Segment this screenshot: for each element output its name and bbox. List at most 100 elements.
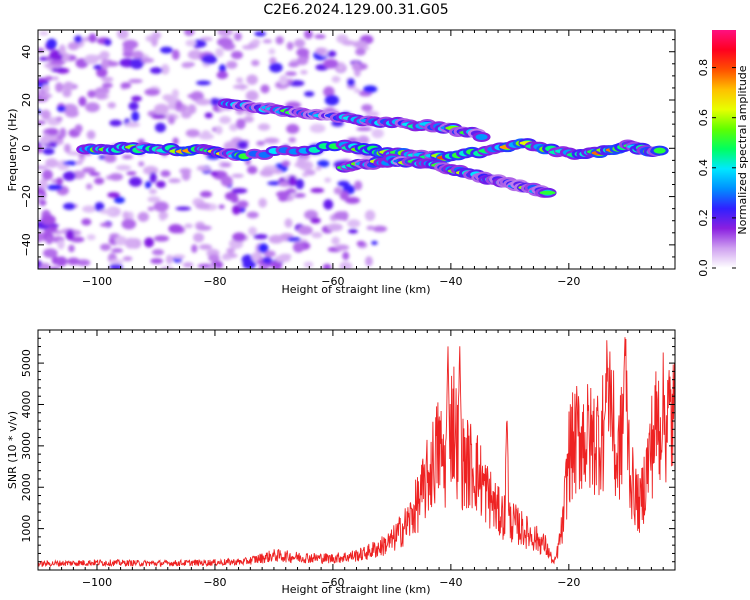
heatmap-noise-blob: [259, 169, 274, 177]
colorbar-ticks: 0.0 0.2 0.4 0.6 0.8: [697, 59, 736, 277]
heatmap-noise-blob: [303, 261, 314, 268]
heatmap-noise-blob: [122, 39, 139, 50]
snr-x-axis: −100 −80 −60 −40 −20: [37, 330, 676, 589]
heatmap-noise-blob: [297, 225, 313, 235]
heatmap-noise-blob: [99, 222, 112, 227]
heatmap-noise-blob: [210, 170, 219, 177]
heatmap-noise-blob: [49, 60, 66, 66]
heatmap-noise-blob: [154, 122, 166, 133]
heatmap-noise-blob: [143, 165, 159, 175]
heatmap-panel: −100 −80 −60 −40 −20 −40 −20 0 20 40 Height of s…: [6, 29, 676, 296]
heatmap-noise-blob: [122, 210, 130, 220]
heatmap-noise-blob: [232, 204, 241, 215]
heatmap-noise-blob: [237, 200, 249, 209]
y-tick-label: 3000: [20, 432, 33, 460]
heatmap-noise-blob: [251, 252, 261, 262]
heatmap-noise-blob: [100, 243, 111, 251]
heatmap-noise-blob: [162, 94, 174, 101]
heatmap-noise-blob: [126, 171, 137, 176]
heatmap-noise-blob: [140, 57, 155, 63]
heatmap-noise-blob: [128, 176, 143, 187]
heatmap-noise-blob: [76, 259, 91, 267]
heatmap-noise-blob: [94, 201, 105, 212]
snr-y-label: SNR (10 * v/v): [6, 411, 19, 489]
heatmap-noise-blob: [257, 123, 271, 131]
heatmap-noise-blob: [175, 206, 192, 211]
heatmap-noise-blob: [38, 120, 46, 125]
heatmap-noise-blob: [68, 244, 75, 253]
heatmap-noise-blob: [278, 181, 292, 187]
heatmap-noise-blob: [315, 166, 322, 171]
heatmap-noise-blob: [40, 214, 56, 226]
colorbar-tick-label: 0.4: [697, 159, 710, 177]
heatmap-noise-blob: [128, 78, 143, 84]
heatmap-noise-blob: [258, 264, 269, 269]
heatmap-noise-blob: [62, 160, 79, 166]
heatmap-noise-blob: [258, 197, 267, 208]
heatmap-noise-blob: [268, 234, 284, 244]
heatmap-noise-blob: [309, 123, 326, 134]
heatmap-noise-blob: [171, 89, 179, 99]
heatmap-noise-blob: [49, 226, 58, 233]
y-tick-label: 0: [20, 145, 33, 152]
heatmap-noise-blob: [74, 35, 83, 44]
heatmap-noise-blob: [284, 218, 293, 228]
heatmap-noise-blob: [294, 38, 306, 48]
heatmap-noise-blob: [185, 129, 200, 138]
heatmap-noise-blob: [107, 192, 120, 198]
heatmap-noise-blob: [185, 39, 197, 47]
heatmap-noise-blob: [233, 32, 242, 41]
heatmap-noise-blob: [365, 256, 373, 267]
heatmap-noise-blob: [148, 188, 157, 195]
heatmap-noise-blob: [42, 169, 53, 181]
heatmap-noise-blob: [267, 181, 283, 186]
heatmap-noise-blob: [333, 186, 343, 195]
heatmap-noise-blob: [221, 255, 232, 261]
heatmap-noise-blob: [268, 48, 276, 55]
heatmap-noise-blob: [52, 76, 59, 81]
heatmap-noise-blob: [105, 61, 119, 67]
heatmap-noise-blob: [55, 82, 64, 93]
heatmap-noise-blob: [348, 228, 358, 234]
heatmap-noise-blob: [269, 62, 283, 73]
heatmap-noise-blob: [191, 244, 198, 253]
heatmap-noise-blob: [204, 112, 213, 119]
heatmap-noise-blob: [246, 74, 258, 85]
heatmap-noise-blob: [199, 190, 213, 198]
heatmap-noise-blob: [49, 66, 66, 73]
snr-y-axis: 1000 2000 3000 4000 5000: [20, 329, 675, 571]
heatmap-noise-blob: [42, 84, 50, 94]
heatmap-noise-blob: [45, 158, 59, 168]
heatmap-tracks: [76, 98, 669, 198]
heatmap-noise-blob: [357, 135, 370, 145]
heatmap-noise-blob: [99, 209, 115, 215]
heatmap-noise-blob: [124, 237, 137, 249]
heatmap-noise-blob: [104, 154, 117, 163]
heatmap-noise-blob: [67, 41, 80, 51]
heatmap-noise-blob: [151, 114, 167, 119]
heatmap-noise-blob: [180, 110, 192, 119]
heatmap-noise-blob: [151, 31, 162, 39]
heatmap-noise-blob: [311, 231, 323, 239]
heatmap-noise-blob: [149, 67, 163, 74]
heatmap-noise-blob: [246, 211, 259, 219]
heatmap-noise-blob: [62, 171, 76, 181]
heatmap-noise-blob: [333, 211, 349, 221]
heatmap-noise-blob: [217, 30, 233, 37]
heatmap-noise-blob: [278, 74, 289, 86]
heatmap-noise-blob: [70, 236, 85, 243]
y-tick-label: −20: [20, 185, 33, 208]
heatmap-noise-blob: [351, 61, 361, 71]
heatmap-noise-blob: [219, 116, 232, 124]
heatmap-noise-blob: [122, 256, 133, 262]
heatmap-noise-blob: [288, 137, 297, 143]
heatmap-noise-blob: [42, 248, 58, 258]
heatmap-noise-blob: [167, 115, 176, 125]
heatmap-noise-blob: [144, 88, 160, 96]
heatmap-noise-blob: [286, 78, 294, 84]
heatmap-noise-blob: [310, 217, 321, 224]
heatmap-noise-blob: [303, 30, 313, 40]
heatmap-noise-blob: [147, 196, 161, 203]
colorbar-tick-label: 0.2: [697, 209, 710, 227]
heatmap-noise-blob: [55, 256, 68, 267]
